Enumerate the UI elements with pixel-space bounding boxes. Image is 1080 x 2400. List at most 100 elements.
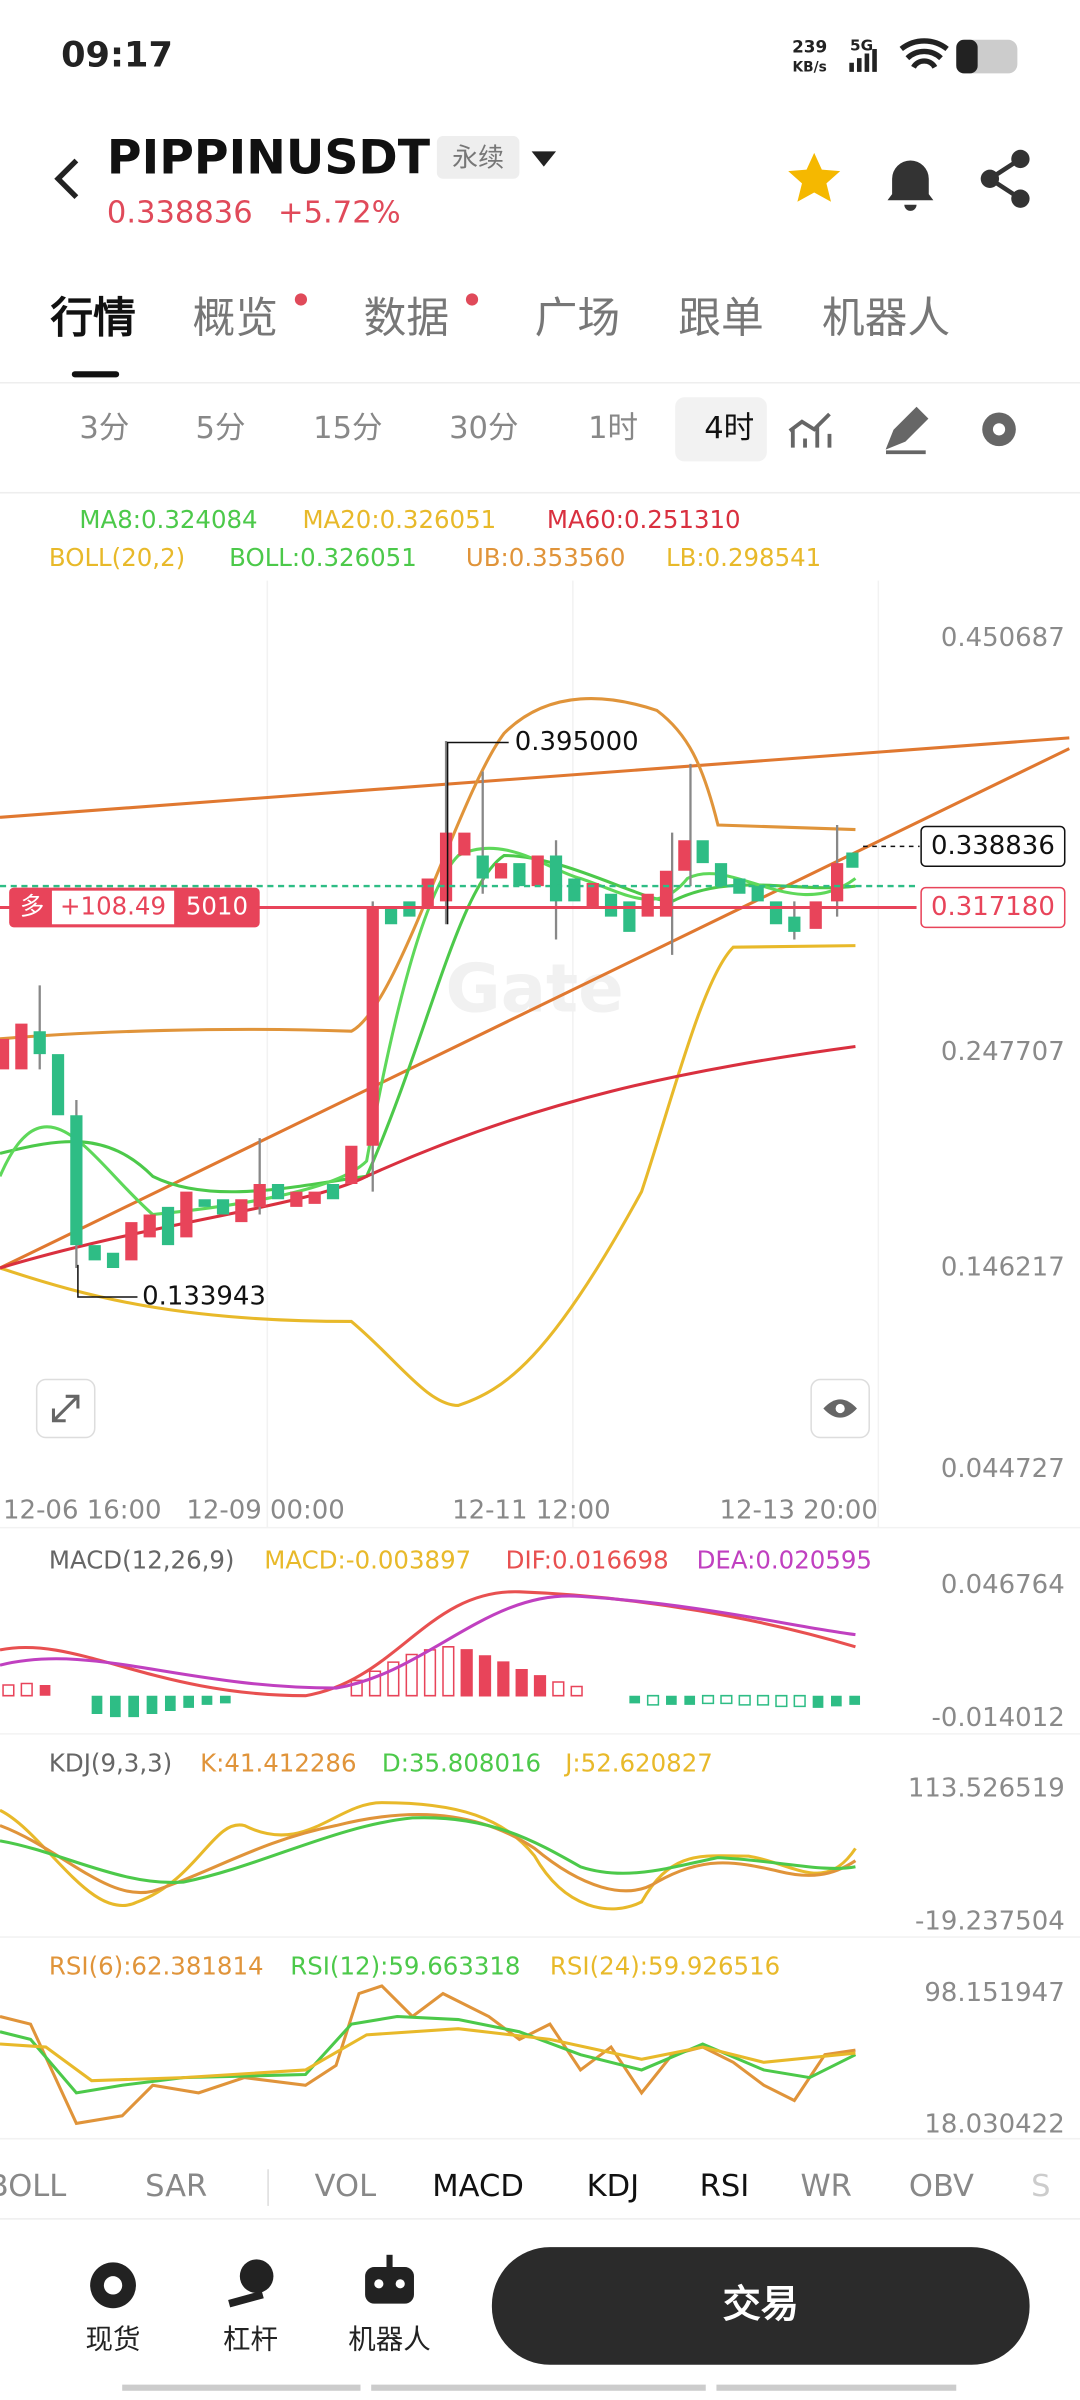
macd-label: MACD:-0.003897 <box>264 1545 471 1574</box>
draw-icon[interactable] <box>885 406 929 455</box>
nav-label[interactable]: 机器人 <box>348 2323 430 2355</box>
alert-icon[interactable] <box>887 160 934 211</box>
ma-label: MA60:0.251310 <box>547 505 741 534</box>
y-tick-label: 18.030422 <box>924 2109 1064 2139</box>
indicator-tabs: BOLL SAR VOL MACD KDJ RSI WR OBV S <box>0 2169 1051 2204</box>
date-label: 12-11 12:00 <box>452 1495 610 1525</box>
date-label: 12-13 20:00 <box>719 1495 877 1525</box>
favorite-icon[interactable] <box>788 152 841 202</box>
macd-legend: MACD(12,26,9) MACD:-0.003897 DIF:0.01669… <box>49 1545 872 1574</box>
indicator-tab[interactable]: SAR <box>145 2169 207 2204</box>
last-price: 0.338836 <box>931 831 1055 861</box>
back-button[interactable] <box>54 158 79 200</box>
y-tick-label: 0.044727 <box>941 1454 1065 1484</box>
indicator-tab[interactable]: MACD <box>432 2169 524 2204</box>
signal-icon <box>849 48 877 72</box>
interval[interactable]: 4时 <box>704 411 754 446</box>
macd-label: MACD(12,26,9) <box>49 1545 235 1574</box>
interval[interactable]: 30分 <box>449 411 518 446</box>
boll-upper <box>0 697 856 1041</box>
macd-hist-green <box>91 1695 861 1718</box>
expand-button[interactable] <box>35 1378 96 1439</box>
visibility-button[interactable] <box>810 1378 870 1439</box>
macd-hist-green-outline <box>646 1694 806 1708</box>
dif-line <box>0 1590 856 1698</box>
symbol: PIPPINUSDT <box>107 130 431 185</box>
tab[interactable]: 概览 <box>192 293 278 343</box>
indicator-tab[interactable]: KDJ <box>587 2169 640 2204</box>
share-icon[interactable] <box>980 149 1030 208</box>
bot-icon[interactable] <box>365 2254 414 2304</box>
interval[interactable]: 15分 <box>313 411 382 446</box>
low-label: 0.133943 <box>142 1282 266 1312</box>
boll-label: LB:0.298541 <box>666 543 821 572</box>
interval-selected <box>675 397 767 462</box>
ma-label: MA8:0.324084 <box>79 505 257 534</box>
y-tick-label: -0.014012 <box>932 1703 1065 1733</box>
price: 0.338836 <box>107 195 253 230</box>
indicator-tab[interactable]: BOLL <box>0 2169 66 2204</box>
date-label: 12-09 00:00 <box>186 1495 344 1525</box>
y-tick-label: -19.237504 <box>915 1906 1065 1936</box>
intervals: 3分 5分 15分 30分 1时 4时 <box>79 411 754 446</box>
date-label: 12-06 16:00 <box>3 1495 161 1525</box>
boll-label: BOLL(20,2) <box>49 543 185 572</box>
indicator-tab[interactable]: WR <box>800 2169 851 2204</box>
divider <box>0 2218 1080 2220</box>
network: 5G <box>850 36 873 54</box>
interval[interactable]: 1时 <box>588 411 638 446</box>
rsi-label: RSI(6):62.381814 <box>49 1952 264 1981</box>
interval[interactable]: 5分 <box>196 411 246 446</box>
macd-label: DEA:0.020595 <box>697 1545 872 1574</box>
net-speed: 239 <box>792 36 827 56</box>
rsi-legend: RSI(6):62.381814 RSI(12):59.663318 RSI(2… <box>49 1952 780 1981</box>
tab[interactable]: 机器人 <box>822 293 950 343</box>
indicator-tab[interactable]: RSI <box>700 2169 750 2204</box>
boll-label: BOLL:0.326051 <box>229 543 417 572</box>
macd-hist-outline <box>2 1646 583 1697</box>
trend-line <box>0 747 1070 1270</box>
rsi-label: RSI(24):59.926516 <box>550 1952 780 1981</box>
tab[interactable]: 跟单 <box>678 293 764 343</box>
candles <box>0 740 859 1268</box>
grid <box>0 580 1080 2140</box>
kdj-label: J:52.620827 <box>563 1748 713 1777</box>
indicator-icon[interactable] <box>788 412 832 448</box>
trade-label[interactable]: 交易 <box>723 2283 799 2327</box>
tab[interactable]: 行情 <box>50 293 136 343</box>
last-price-box <box>920 825 1066 867</box>
nav-label[interactable]: 杠杆 <box>223 2323 278 2355</box>
y-tick-label: 113.526519 <box>908 1773 1065 1803</box>
dea-line <box>0 1594 856 1690</box>
tab[interactable]: 广场 <box>535 293 621 343</box>
net-speed-unit: KB/s <box>792 59 826 75</box>
indicator-tab[interactable]: S <box>1031 2169 1050 2204</box>
interval[interactable]: 3分 <box>79 411 129 446</box>
margin-icon[interactable] <box>228 2259 274 2308</box>
spot-icon[interactable] <box>90 2262 136 2309</box>
boll-lower <box>0 944 856 1407</box>
trade-button[interactable] <box>491 2247 1030 2365</box>
clock: 09:17 <box>61 35 173 76</box>
nav-label[interactable]: 现货 <box>86 2323 141 2355</box>
tab[interactable]: 数据 <box>364 293 450 343</box>
indicator-tab[interactable]: VOL <box>315 2169 376 2204</box>
divider <box>0 381 1080 384</box>
indicator-tab[interactable]: OBV <box>909 2169 974 2204</box>
settings-icon[interactable] <box>982 412 1016 447</box>
symbol-dropdown[interactable] <box>531 151 557 167</box>
position-pnl-bg <box>51 890 175 925</box>
position-pnl: +108.49 <box>60 891 166 920</box>
kdj-label: K:41.412286 <box>200 1748 356 1777</box>
extreme-leaders <box>77 741 509 1298</box>
position-side: 多 <box>20 891 44 920</box>
divider <box>0 491 1080 494</box>
tab-separator <box>267 2169 269 2206</box>
change: +5.72% <box>278 195 401 230</box>
position-size: 5010 <box>186 891 248 920</box>
main-legend: MA8:0.324084 MA20:0.326051 MA60:0.251310… <box>49 505 821 572</box>
battery-level <box>956 39 978 74</box>
kdj-label: D:35.808016 <box>382 1748 541 1777</box>
boll-label: UB:0.353560 <box>466 543 626 572</box>
